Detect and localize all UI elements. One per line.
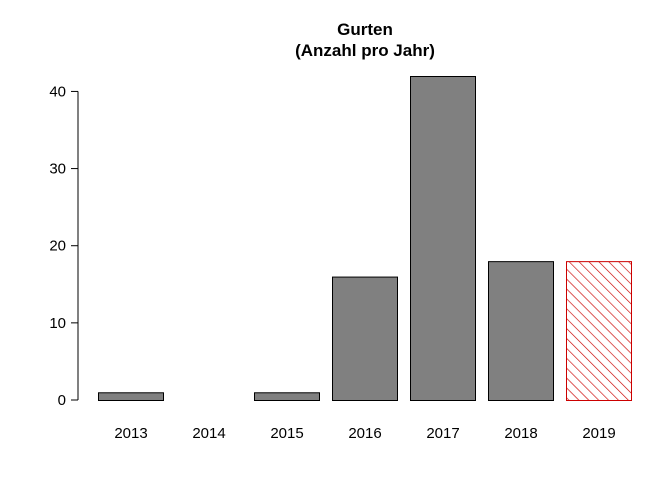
bar-2016 bbox=[332, 276, 398, 402]
y-tick-label: 20 bbox=[49, 238, 66, 255]
x-tick-label: 2013 bbox=[114, 425, 147, 442]
y-axis: 0 10 20 30 40 bbox=[49, 83, 79, 409]
bar-2017 bbox=[410, 76, 476, 401]
bar-2018 bbox=[488, 261, 554, 401]
bar-2019 bbox=[566, 261, 632, 401]
chart-title: Gurten bbox=[337, 20, 393, 39]
x-axis-labels: 2013 2014 2015 2016 2017 2018 2019 bbox=[114, 425, 615, 442]
x-tick-label: 2017 bbox=[426, 425, 459, 442]
y-tick-label: 0 bbox=[58, 392, 66, 409]
bars-group bbox=[98, 76, 632, 402]
bar-2013 bbox=[98, 392, 164, 401]
y-tick-label: 30 bbox=[49, 161, 66, 178]
chart-subtitle: (Anzahl pro Jahr) bbox=[295, 41, 435, 60]
x-tick-label: 2015 bbox=[270, 425, 303, 442]
x-tick-label: 2014 bbox=[192, 425, 225, 442]
y-tick-label: 10 bbox=[49, 315, 66, 332]
x-tick-label: 2019 bbox=[582, 425, 615, 442]
y-tick-label: 40 bbox=[49, 83, 66, 100]
x-tick-label: 2018 bbox=[504, 425, 537, 442]
bar-2015 bbox=[254, 392, 320, 401]
x-tick-label: 2016 bbox=[348, 425, 381, 442]
